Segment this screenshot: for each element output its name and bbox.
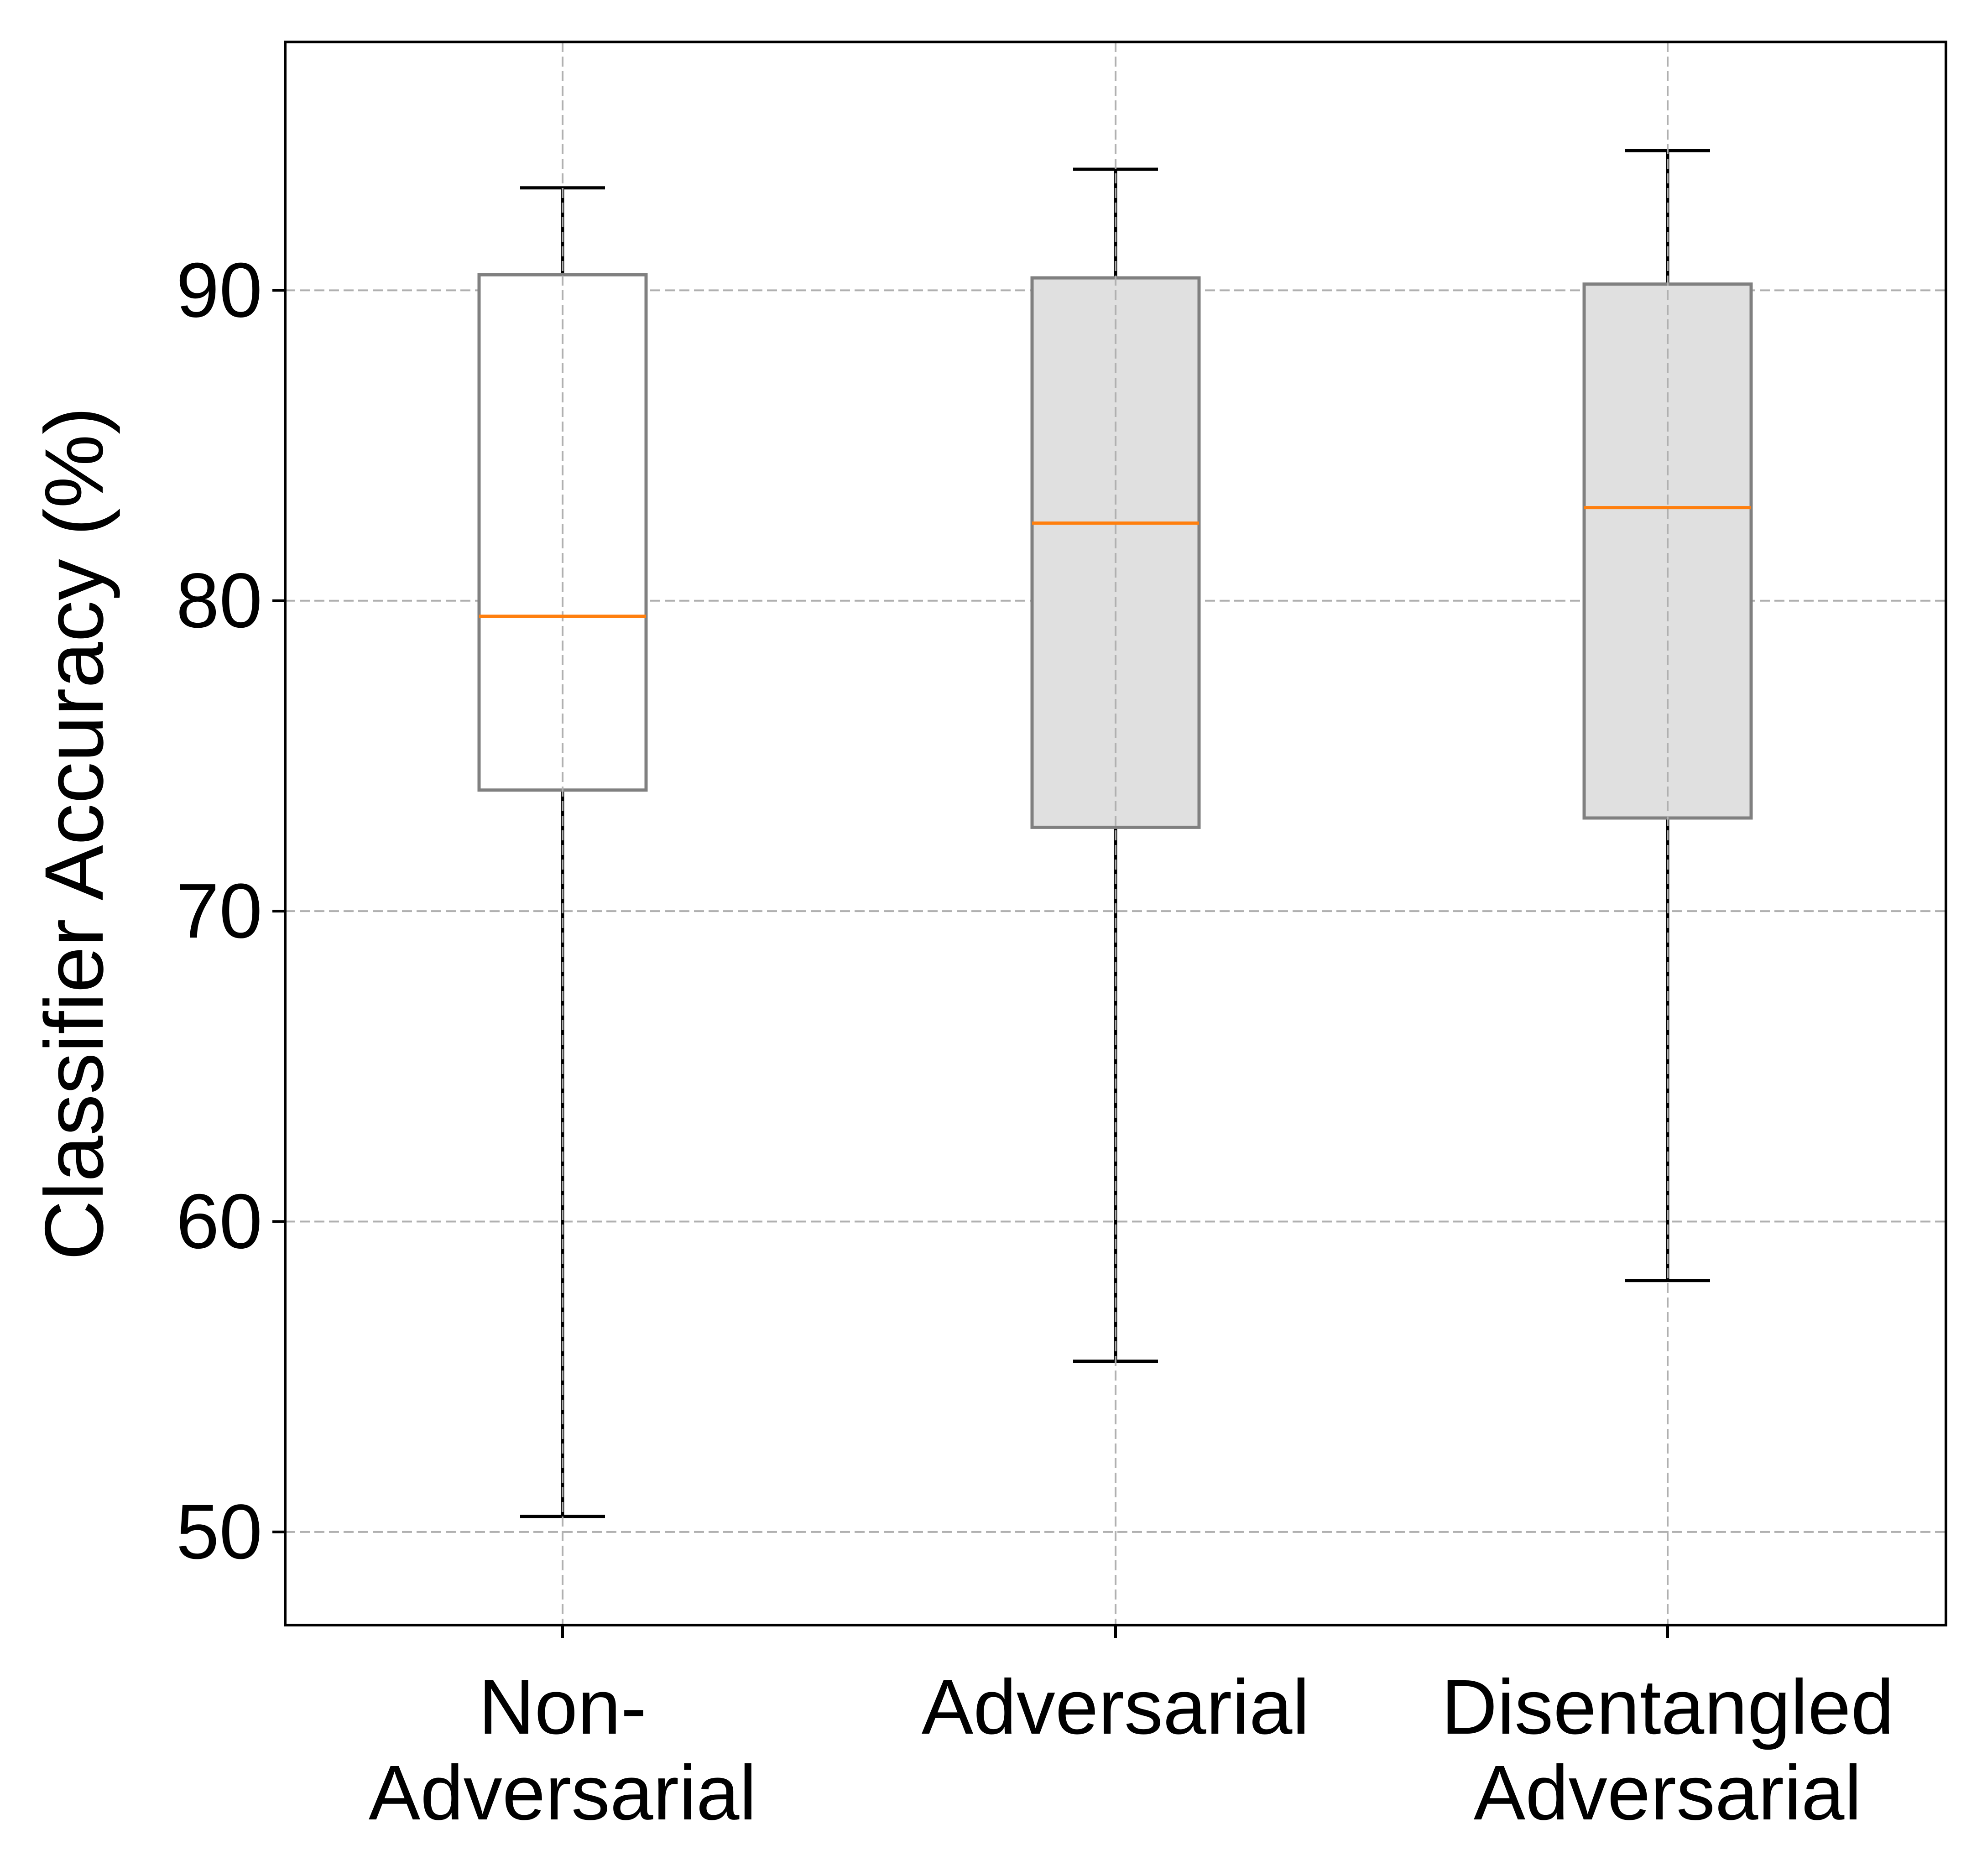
x-tick-label: Disentangled Adversarial — [1441, 1664, 1894, 1836]
y-axis-label: Classifier Accuracy (%) — [27, 407, 120, 1261]
y-tick-label: 80 — [176, 558, 262, 644]
x-tick-label: Non-Adversarial — [369, 1664, 756, 1836]
box-series — [477, 42, 1753, 1625]
x-tick-label-line: Non- — [479, 1664, 647, 1751]
x-tick-label-line: Adversarial — [1474, 1750, 1862, 1836]
y-axis-ticks: 50 60 70 80 90 — [176, 247, 285, 1575]
box-1 — [477, 42, 648, 1625]
y-tick-label: 60 — [176, 1178, 262, 1265]
x-tick-label: Adversarial — [922, 1664, 1309, 1751]
y-tick-label: 90 — [176, 247, 262, 334]
y-tick-label: 70 — [176, 868, 262, 954]
x-tick-label-line: Adversarial — [922, 1664, 1309, 1751]
y-tick-label: 50 — [176, 1489, 262, 1575]
x-tick-label-line: Adversarial — [369, 1750, 756, 1836]
box-2 — [1030, 42, 1201, 1625]
x-tick-label-line: Disentangled — [1441, 1664, 1894, 1751]
box-3 — [1582, 42, 1753, 1625]
